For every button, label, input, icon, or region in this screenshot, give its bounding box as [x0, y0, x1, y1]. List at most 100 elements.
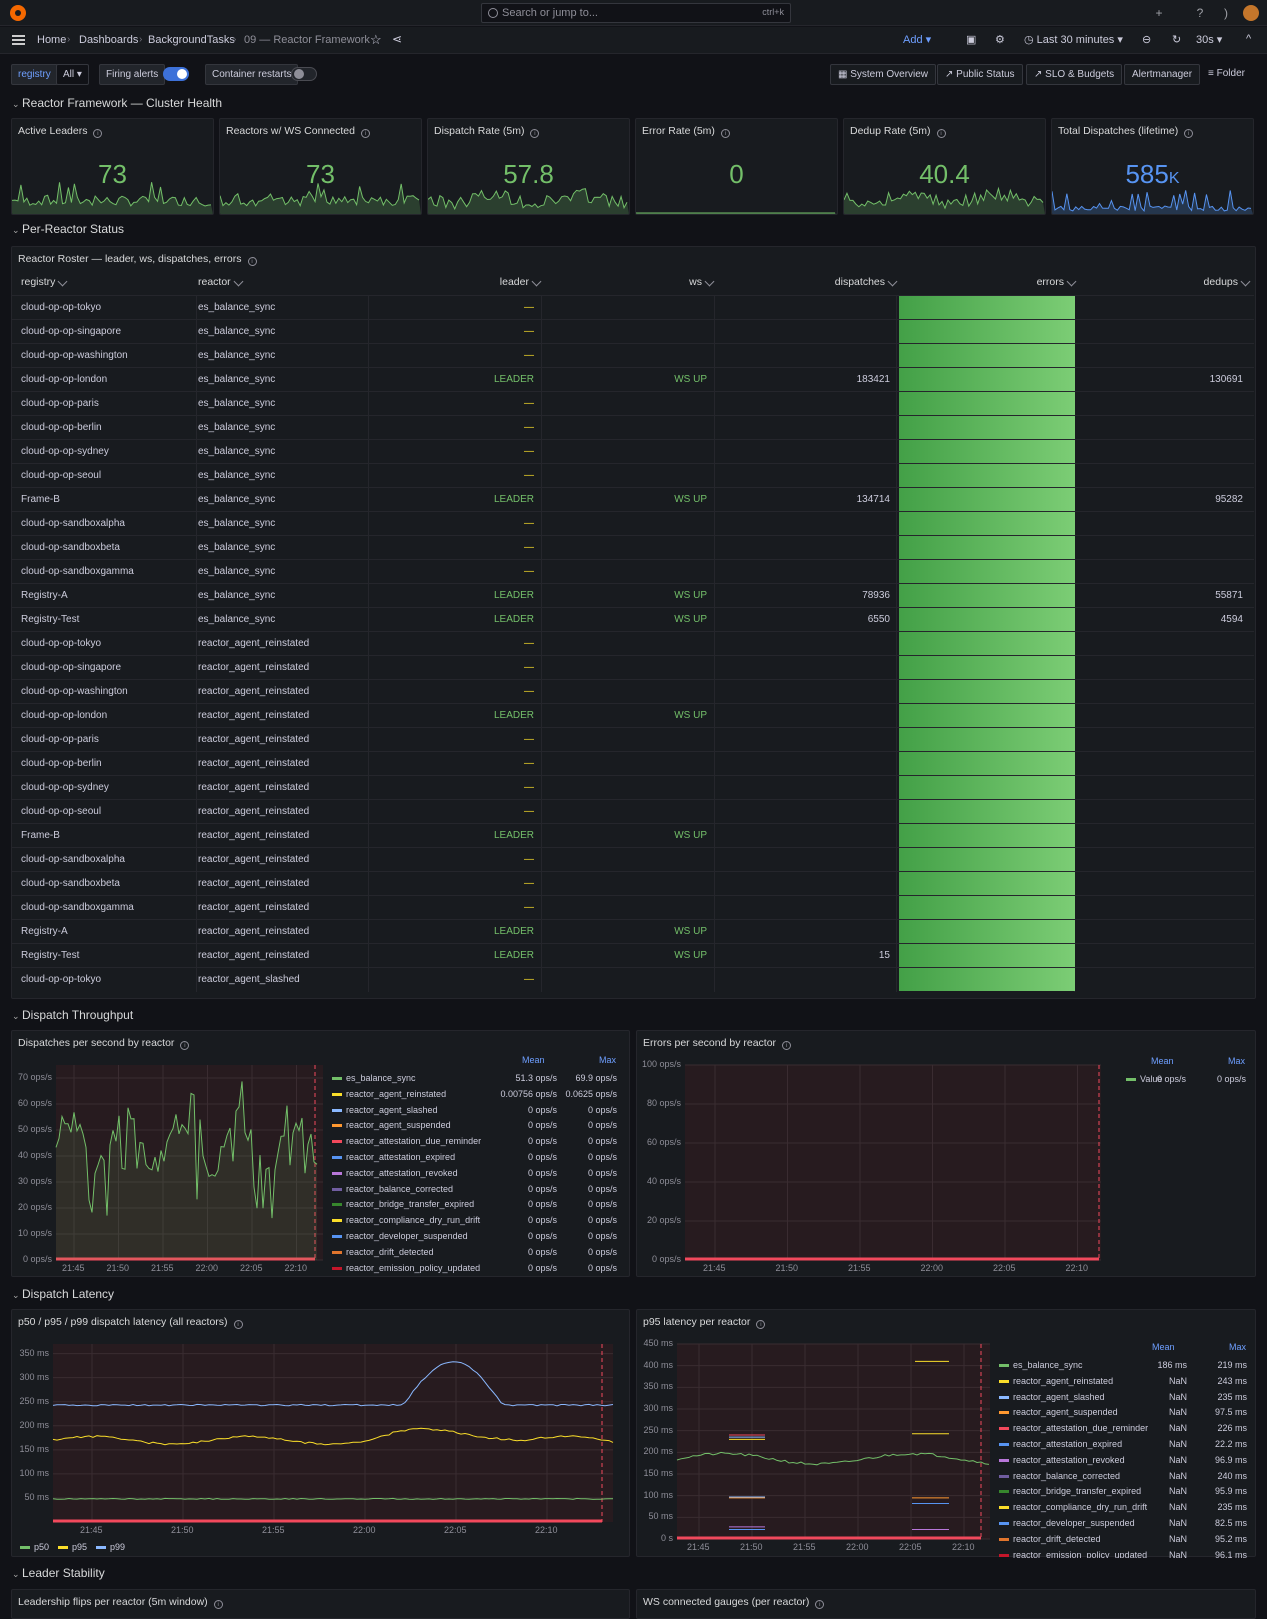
column-header-dedups[interactable]: dedups [1077, 276, 1251, 294]
filter-icon[interactable] [531, 276, 542, 287]
add-button[interactable]: Add ▾ [903, 34, 932, 46]
filter-icon[interactable] [704, 276, 715, 287]
grafana-logo-icon[interactable] [10, 5, 26, 21]
filter-icon[interactable] [1066, 276, 1077, 287]
legend-item[interactable]: reactor_compliance_dry_run_drift NaN 235 m… [999, 1500, 1247, 1516]
legend-item[interactable]: reactor_drift_detected 0 ops/s 0 ops/s [332, 1245, 617, 1261]
legend-item[interactable]: reactor_drift_detected NaN 95.2 ms [999, 1532, 1247, 1548]
firing-alerts-toggle[interactable] [163, 67, 189, 81]
plot-area[interactable] [685, 1064, 1101, 1261]
plus-icon[interactable]: + [1155, 6, 1163, 20]
row-latency[interactable]: ⌄ Dispatch Latency [12, 1287, 114, 1301]
legend-item[interactable]: reactor_bridge_transfer_expired 0 ops/s 0 … [332, 1197, 617, 1213]
plot-area[interactable] [676, 1343, 990, 1540]
share-icon[interactable]: ⋖ [392, 32, 403, 46]
filter-icon[interactable] [57, 276, 68, 287]
breadcrumb-home[interactable]: Home [37, 34, 67, 46]
info-icon[interactable]: i [720, 129, 730, 138]
row-per-reactor[interactable]: ⌄ Per-Reactor Status [12, 222, 124, 236]
legend-mean-header[interactable]: Mean [1152, 1342, 1175, 1352]
column-header-leader[interactable]: leader [370, 276, 542, 294]
link-system-overview[interactable]: ▦ System Overview [830, 64, 937, 85]
filter-icon[interactable] [1240, 276, 1251, 287]
info-icon[interactable]: i [1184, 129, 1194, 138]
container-restarts-toggle[interactable] [291, 67, 317, 81]
link-slo-budgets[interactable]: ↗ SLO & Budgets [1026, 64, 1123, 85]
legend-item[interactable]: reactor_attestation_expired NaN 22.2 ms [999, 1437, 1247, 1453]
legend-item[interactable]: reactor_attestation_revoked 0 ops/s 0 ops/… [332, 1166, 617, 1182]
legend-item[interactable]: reactor_attestation_revoked NaN 96.9 ms [999, 1453, 1247, 1469]
legend-item[interactable]: reactor_agent_slashed NaN 235 ms [999, 1390, 1247, 1406]
news-icon[interactable]: ) [1224, 6, 1228, 20]
info-icon[interactable]: i [360, 129, 370, 138]
legend-item[interactable]: reactor_agent_reinstated 0.00756 ops/s 0.0… [332, 1087, 617, 1103]
legend-item[interactable]: reactor_agent_suspended 0 ops/s 0 ops/s [332, 1118, 617, 1134]
column-header-reactor[interactable]: reactor [198, 276, 368, 294]
info-icon[interactable]: i [815, 1600, 825, 1609]
info-icon[interactable]: i [213, 1600, 223, 1609]
legend-item[interactable]: reactor_attestation_due_reminder 0 ops/s 0… [332, 1134, 617, 1150]
breadcrumb-dashboards[interactable]: Dashboards [79, 34, 139, 46]
breadcrumb-folder[interactable]: BackgroundTasks [148, 34, 235, 46]
legend-item[interactable]: es_balance_sync 186 ms 219 ms [999, 1358, 1247, 1374]
legend-item[interactable]: Value 0 ops/s 0 ops/s [1126, 1072, 1246, 1088]
legend-item[interactable]: reactor_developer_suspended 0 ops/s 0 ops/… [332, 1229, 617, 1245]
avatar[interactable] [1243, 5, 1259, 21]
collapse-icon[interactable]: ^ [1246, 33, 1252, 45]
legend-item[interactable]: es_balance_sync 51.3 ops/s 69.9 ops/s [332, 1071, 617, 1087]
row-cluster-health[interactable]: ⌄ Reactor Framework — Cluster Health [12, 96, 222, 110]
legend-item[interactable]: reactor_balance_corrected 0 ops/s 0 ops/s [332, 1182, 617, 1198]
info-icon[interactable]: i [936, 129, 946, 138]
search-input[interactable]: Search or jump to... ctrl+k [481, 3, 791, 23]
legend-item[interactable]: reactor_emission_policy_updated NaN 96.1 m… [999, 1548, 1247, 1558]
legend-item[interactable]: reactor_bridge_transfer_expired NaN 95.9 m… [999, 1484, 1247, 1500]
legend-item[interactable]: reactor_emission_policy_updated 0 ops/s 0 … [332, 1261, 617, 1277]
zoom-out-icon[interactable]: ⊖ [1142, 34, 1152, 46]
column-header-ws[interactable]: ws [543, 276, 715, 294]
legend-item[interactable]: p95 [58, 1540, 94, 1556]
info-icon[interactable]: i [782, 1041, 792, 1050]
row-leader-stability[interactable]: ⌄ Leader Stability [12, 1566, 105, 1580]
legend-item[interactable]: reactor_attestation_due_reminder NaN 226 m… [999, 1421, 1247, 1437]
legend-mean-header[interactable]: Mean [522, 1055, 545, 1065]
info-icon[interactable]: i [247, 257, 257, 266]
legend-max-header[interactable]: Max [1228, 1056, 1246, 1066]
plot-area[interactable] [52, 1344, 614, 1523]
star-icon[interactable]: ☆ [370, 32, 382, 47]
legend-item[interactable]: reactor_agent_slashed 0 ops/s 0 ops/s [332, 1103, 617, 1119]
legend-max-header[interactable]: Max [1229, 1342, 1247, 1352]
help-icon[interactable]: ? [1196, 6, 1204, 20]
row-throughput[interactable]: ⌄ Dispatch Throughput [12, 1008, 133, 1022]
registry-select[interactable]: All ▾ [56, 64, 89, 85]
legend-item[interactable]: reactor_agent_reinstated NaN 243 ms [999, 1374, 1247, 1390]
info-icon[interactable]: i [233, 1320, 243, 1329]
legend-item[interactable]: reactor_agent_suspended NaN 97.5 ms [999, 1405, 1247, 1421]
legend-item[interactable]: reactor_compliance_dry_run_drift 0 ops/s 0… [332, 1213, 617, 1229]
legend-item[interactable]: reactor_attestation_expired 0 ops/s 0 ops/… [332, 1150, 617, 1166]
legend-mean-header[interactable]: Mean [1151, 1056, 1174, 1066]
refresh-interval[interactable]: 30s ▾ [1196, 34, 1223, 46]
column-header-registry[interactable]: registry [21, 276, 191, 294]
time-picker[interactable]: ◷ Last 30 minutes ▾ [1024, 34, 1123, 46]
menu-icon[interactable] [12, 35, 25, 45]
link-public-status[interactable]: ↗ Public Status [937, 64, 1023, 85]
legend-item[interactable]: reactor_balance_corrected NaN 240 ms [999, 1469, 1247, 1485]
filter-icon[interactable] [887, 276, 898, 287]
info-icon[interactable]: i [93, 129, 103, 138]
column-header-errors[interactable]: errors [899, 276, 1077, 294]
legend-max-header[interactable]: Max [599, 1055, 617, 1065]
info-icon[interactable]: i [530, 129, 540, 138]
plot-area[interactable] [55, 1065, 323, 1261]
save-icon[interactable]: ▣ [966, 34, 977, 46]
refresh-icon[interactable]: ↻ [1172, 34, 1182, 46]
settings-icon[interactable]: ⚙ [995, 34, 1005, 46]
info-icon[interactable]: i [756, 1320, 766, 1329]
legend-item[interactable]: p50 [20, 1540, 56, 1556]
legend-item[interactable]: reactor_developer_suspended NaN 82.5 ms [999, 1516, 1247, 1532]
legend-item[interactable]: p99 [96, 1540, 132, 1556]
info-icon[interactable]: i [180, 1041, 190, 1050]
link-alertmanager[interactable]: Alertmanager [1124, 64, 1201, 85]
column-header-dispatches[interactable]: dispatches [716, 276, 898, 294]
filter-icon[interactable] [233, 276, 244, 287]
link-folder[interactable]: ≡ Folder [1208, 68, 1245, 79]
